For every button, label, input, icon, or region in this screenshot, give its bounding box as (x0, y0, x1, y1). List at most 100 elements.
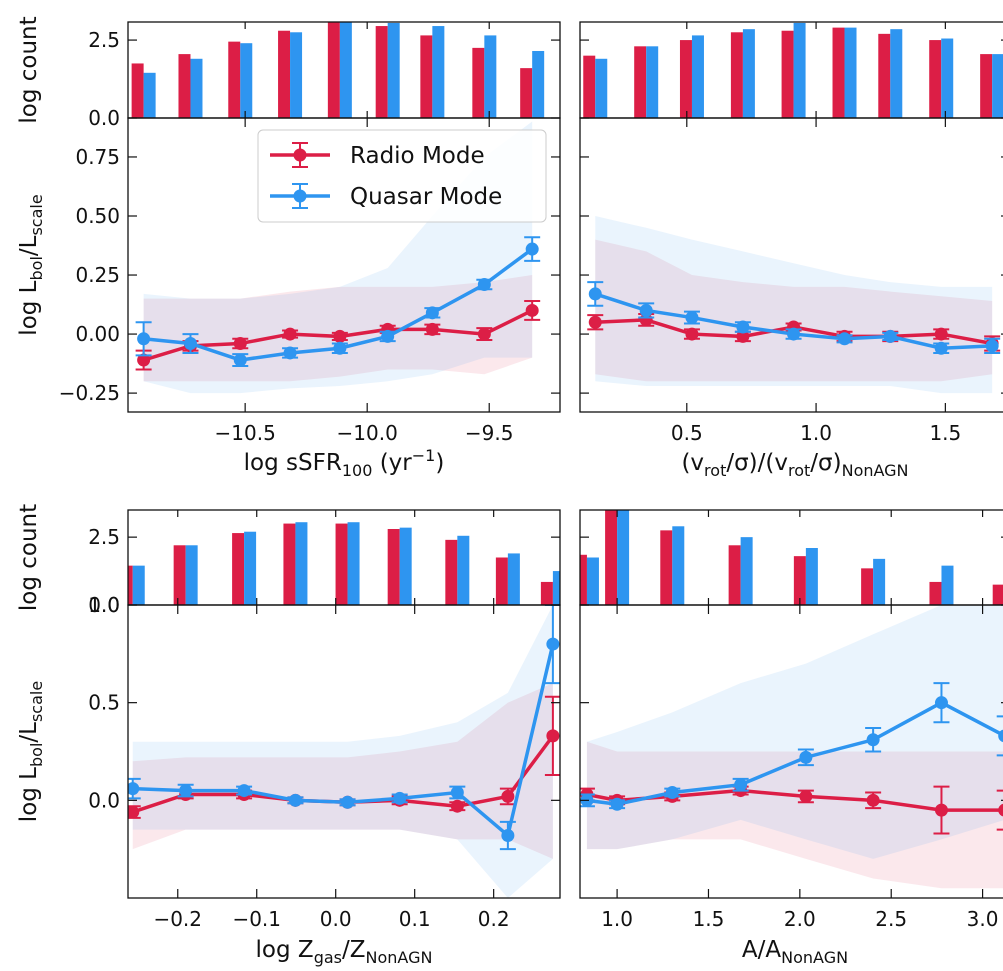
legend-label: Radio Mode (350, 143, 485, 169)
bar (595, 58, 608, 118)
main-frame (579, 604, 1003, 899)
bar (679, 40, 692, 118)
point (425, 306, 439, 320)
error-bar (996, 789, 1003, 831)
point (477, 327, 491, 341)
main-plot (128, 605, 560, 898)
label-part: /L (16, 235, 42, 256)
point (546, 637, 560, 651)
point (501, 789, 515, 803)
legend-box (257, 129, 547, 223)
point (450, 799, 464, 813)
y-tick-label: 2.5 (88, 525, 120, 549)
y-tick-label: 0.75 (75, 145, 120, 169)
point (137, 332, 151, 346)
bar (495, 557, 508, 605)
bar (420, 35, 433, 118)
label-part: gas (314, 948, 342, 967)
point (588, 315, 602, 329)
point (610, 797, 624, 811)
y-tick-label: 0.0 (88, 788, 120, 812)
point (237, 784, 251, 798)
label-part: rot (704, 461, 726, 480)
point (333, 329, 347, 343)
y-tick-label: −0.25 (59, 381, 120, 405)
point (685, 327, 699, 341)
label-part: rot (788, 461, 810, 480)
x-tick-label: −0.2 (153, 907, 202, 931)
bar (878, 33, 891, 118)
point (525, 242, 539, 256)
band (586, 741, 1003, 889)
x-tick-label: −0.1 (232, 907, 281, 931)
point (736, 329, 750, 343)
bar (387, 529, 400, 605)
hist-plot (128, 522, 560, 605)
bar (472, 47, 485, 118)
bar (646, 46, 659, 118)
y-tick-label: 0.00 (75, 322, 120, 346)
bar (890, 29, 903, 118)
label-part: NonAGN (366, 948, 433, 967)
bar (793, 22, 806, 118)
x-tick-label: 0.5 (671, 421, 703, 445)
bar (375, 26, 388, 118)
y-axis-label: log count (16, 16, 42, 123)
point (665, 786, 679, 800)
bar (387, 22, 400, 118)
point (381, 329, 395, 343)
point (288, 793, 302, 807)
point (128, 782, 140, 796)
point (883, 329, 897, 343)
bar (929, 40, 942, 118)
point (283, 346, 297, 360)
point (934, 803, 948, 817)
x-tick-label: 1.5 (929, 421, 961, 445)
point (838, 332, 852, 346)
x-axis-label: A/ANonAGN (742, 937, 848, 967)
point (736, 320, 750, 334)
point (934, 696, 948, 710)
point (998, 729, 1003, 743)
label-part: 100 (342, 461, 373, 480)
bar (660, 530, 673, 605)
point (866, 733, 880, 747)
label-part: /L (16, 722, 42, 743)
bar (432, 26, 445, 118)
bar (634, 46, 647, 118)
point (183, 337, 197, 351)
x-tick-label: 1.0 (800, 421, 832, 445)
bar (143, 72, 156, 118)
bar (278, 30, 291, 118)
series-line (586, 700, 1003, 807)
point (787, 327, 801, 341)
bar (844, 27, 857, 118)
bar (586, 557, 599, 605)
label-part: log Z (256, 937, 314, 963)
legend-item: Radio Mode (270, 142, 485, 169)
bar (244, 531, 257, 605)
bar (861, 568, 874, 605)
bar (228, 41, 241, 118)
bar (347, 522, 360, 605)
x-tick-label: 3.0 (967, 907, 999, 931)
bar (532, 50, 545, 118)
label-part: A/A (742, 937, 781, 963)
point (137, 353, 151, 367)
hist-plot (583, 22, 1003, 118)
point (341, 795, 355, 809)
legend-marker (293, 189, 307, 203)
point (501, 828, 515, 842)
bar (793, 556, 806, 605)
x-tick-label: −9.5 (465, 421, 514, 445)
bar (691, 35, 704, 118)
label-part: (yr (372, 450, 412, 476)
bar (873, 558, 886, 605)
bar (929, 581, 942, 605)
bar (941, 565, 954, 605)
bar (583, 55, 596, 118)
y-axis-label: log Lbol/Lscale (16, 681, 46, 822)
point (333, 341, 347, 355)
point (179, 784, 193, 798)
bar (672, 526, 685, 605)
